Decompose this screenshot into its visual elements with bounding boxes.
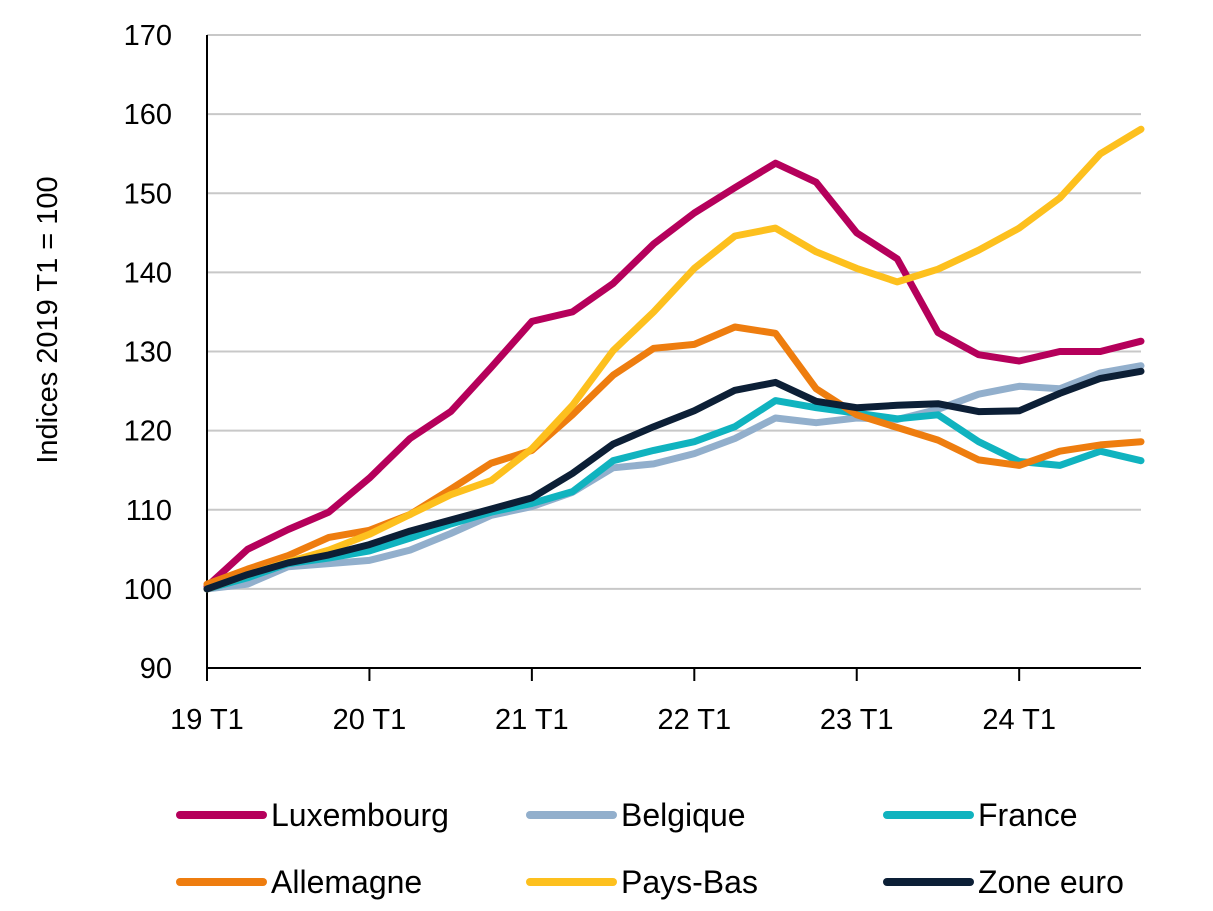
- legend-label: Luxembourg: [271, 797, 449, 833]
- axes: [206, 35, 1141, 681]
- y-tick-label: 100: [124, 574, 172, 606]
- series-line-france: [203, 397, 1145, 593]
- y-tick-label: 160: [124, 99, 172, 131]
- x-tick-label: 22 T1: [657, 704, 731, 736]
- y-axis-title: Indices 2019 T1 = 100: [32, 176, 64, 463]
- legend-label: Pays-Bas: [621, 864, 758, 900]
- y-tick-label: 110: [126, 495, 172, 527]
- series-line-luxembourg: [203, 159, 1145, 590]
- y-tick-label: 140: [124, 257, 172, 289]
- x-tick-label: 20 T1: [333, 704, 407, 736]
- legend-label: Zone euro: [978, 864, 1124, 900]
- x-tick-label: 21 T1: [495, 704, 569, 736]
- x-tick-label: 19 T1: [170, 704, 244, 736]
- legend-label: Allemagne: [271, 864, 422, 900]
- series-line-belgique: [203, 362, 1145, 593]
- series-line-allemagne: [203, 323, 1145, 588]
- x-tick-labels: 19 T1 20 T1 21 T1 22 T1 23 T1 24 T1: [170, 704, 1056, 736]
- legend: Luxembourg Belgique France Allemagne Pays-Ba…: [176, 797, 1124, 900]
- gridlines: [207, 34, 1141, 590]
- legend-label: Belgique: [621, 797, 746, 833]
- legend-label: France: [978, 797, 1078, 833]
- y-tick-label: 90: [140, 653, 172, 685]
- y-tick-label: 120: [124, 416, 172, 448]
- y-tick-label: 170: [124, 20, 172, 52]
- series-lines: [203, 125, 1145, 593]
- series-line-pays-bas: [203, 125, 1145, 593]
- series-line-zone-euro: [203, 367, 1145, 593]
- y-tick-labels: 90 100 110 120 130 140 150 160 170: [124, 20, 172, 685]
- y-tick-label: 150: [124, 178, 172, 210]
- y-tick-label: 130: [124, 337, 172, 369]
- x-tick-label: 23 T1: [820, 704, 894, 736]
- x-tick-label: 24 T1: [982, 704, 1056, 736]
